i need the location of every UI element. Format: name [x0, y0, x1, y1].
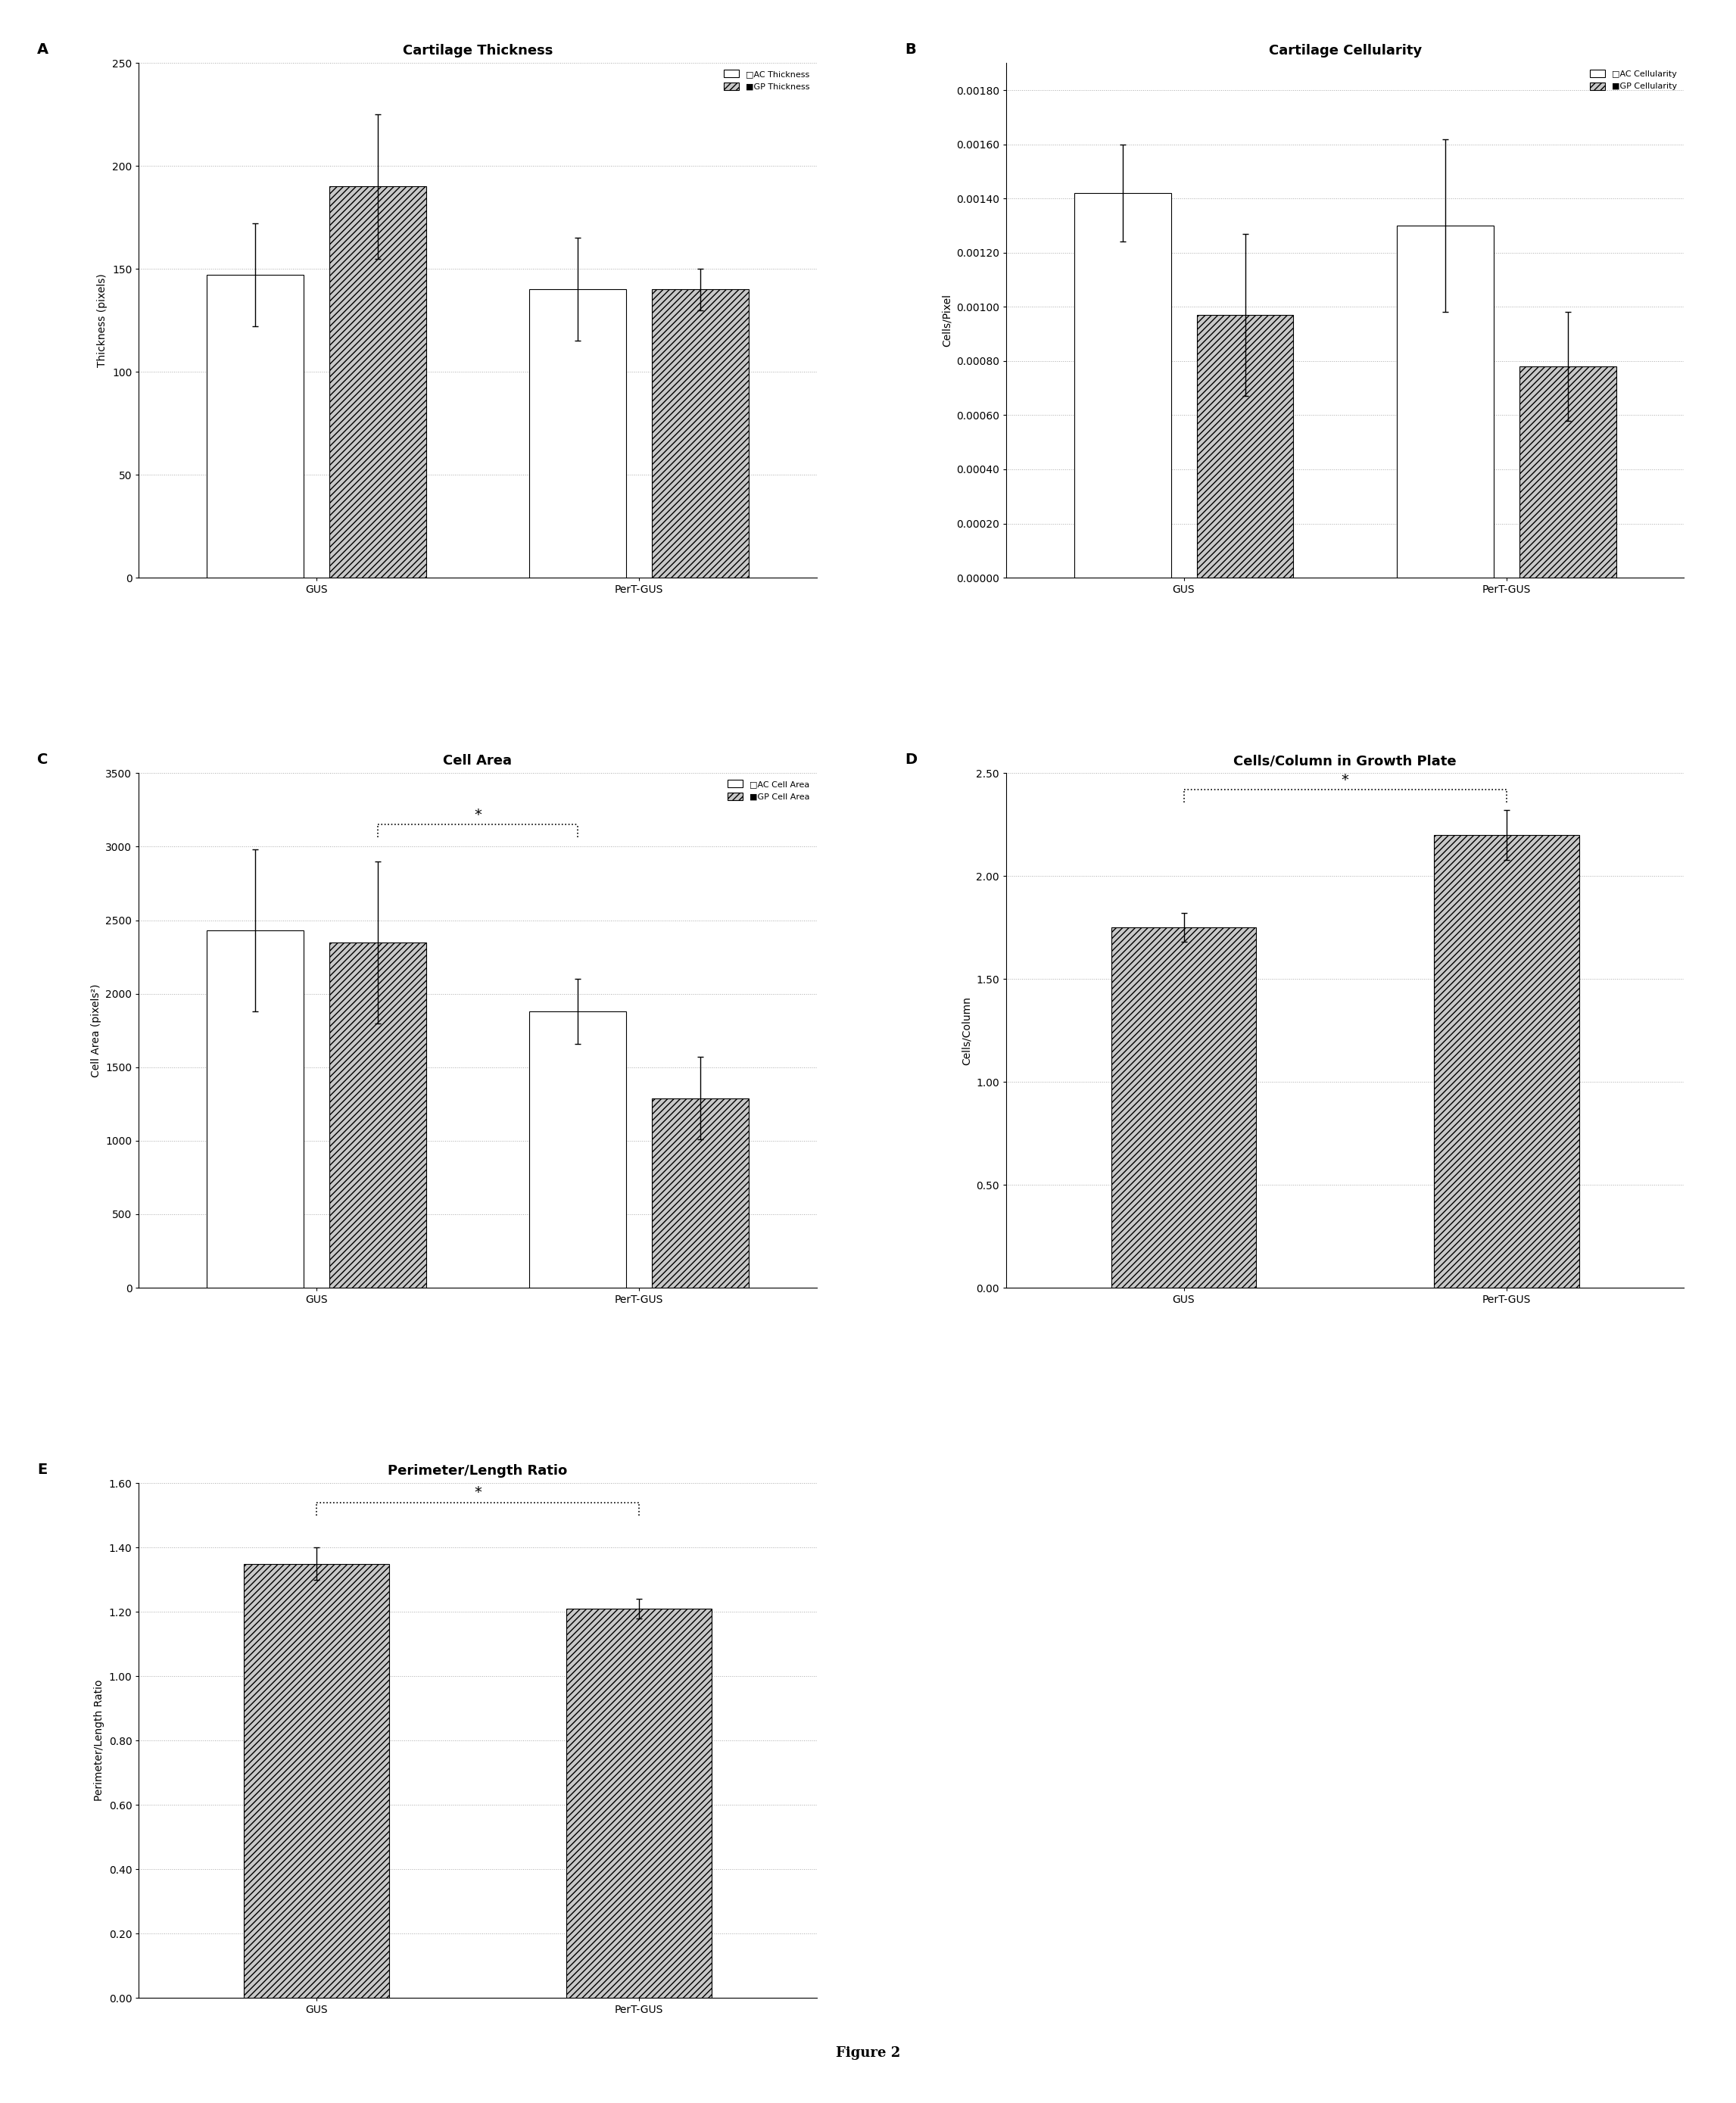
Text: *: * — [474, 1485, 481, 1499]
Title: Cell Area: Cell Area — [443, 755, 512, 768]
Text: E: E — [36, 1464, 47, 1476]
Title: Perimeter/Length Ratio: Perimeter/Length Ratio — [387, 1464, 568, 1478]
Bar — [1196, 315, 1293, 578]
Bar — [1075, 193, 1170, 578]
Bar — [529, 1012, 627, 1287]
Text: *: * — [1342, 772, 1349, 787]
Bar — [529, 290, 627, 578]
Y-axis label: Cells/Column: Cells/Column — [962, 997, 972, 1064]
Title: Cells/Column in Growth Plate: Cells/Column in Growth Plate — [1234, 755, 1457, 768]
Bar — [1111, 927, 1257, 1287]
Y-axis label: Cells/Pixel: Cells/Pixel — [941, 294, 951, 347]
Y-axis label: Perimeter/Length Ratio: Perimeter/Length Ratio — [94, 1680, 104, 1802]
Text: C: C — [36, 753, 49, 768]
Bar — [653, 1098, 748, 1287]
Bar — [330, 942, 425, 1287]
Legend: □AC Thickness, ■GP Thickness: □AC Thickness, ■GP Thickness — [722, 67, 812, 93]
Title: Cartilage Thickness: Cartilage Thickness — [403, 44, 552, 57]
Bar — [1434, 835, 1580, 1287]
Bar — [207, 275, 304, 578]
Text: *: * — [474, 808, 481, 822]
Bar — [1397, 225, 1493, 578]
Bar — [207, 930, 304, 1287]
Legend: □AC Cell Area, ■GP Cell Area: □AC Cell Area, ■GP Cell Area — [726, 778, 812, 803]
Text: A: A — [36, 42, 49, 57]
Title: Cartilage Cellularity: Cartilage Cellularity — [1269, 44, 1422, 57]
Bar — [653, 290, 748, 578]
Bar — [330, 187, 425, 578]
Bar — [1519, 366, 1616, 578]
Text: Figure 2: Figure 2 — [835, 2046, 901, 2059]
Text: B: B — [904, 42, 917, 57]
Y-axis label: Thickness (pixels): Thickness (pixels) — [97, 273, 108, 368]
Bar — [566, 1609, 712, 1998]
Y-axis label: Cell Area (pixels²): Cell Area (pixels²) — [90, 984, 101, 1077]
Legend: □AC Cellularity, ■GP Cellularity: □AC Cellularity, ■GP Cellularity — [1588, 67, 1680, 93]
Bar — [243, 1565, 389, 1998]
Text: D: D — [904, 753, 917, 768]
